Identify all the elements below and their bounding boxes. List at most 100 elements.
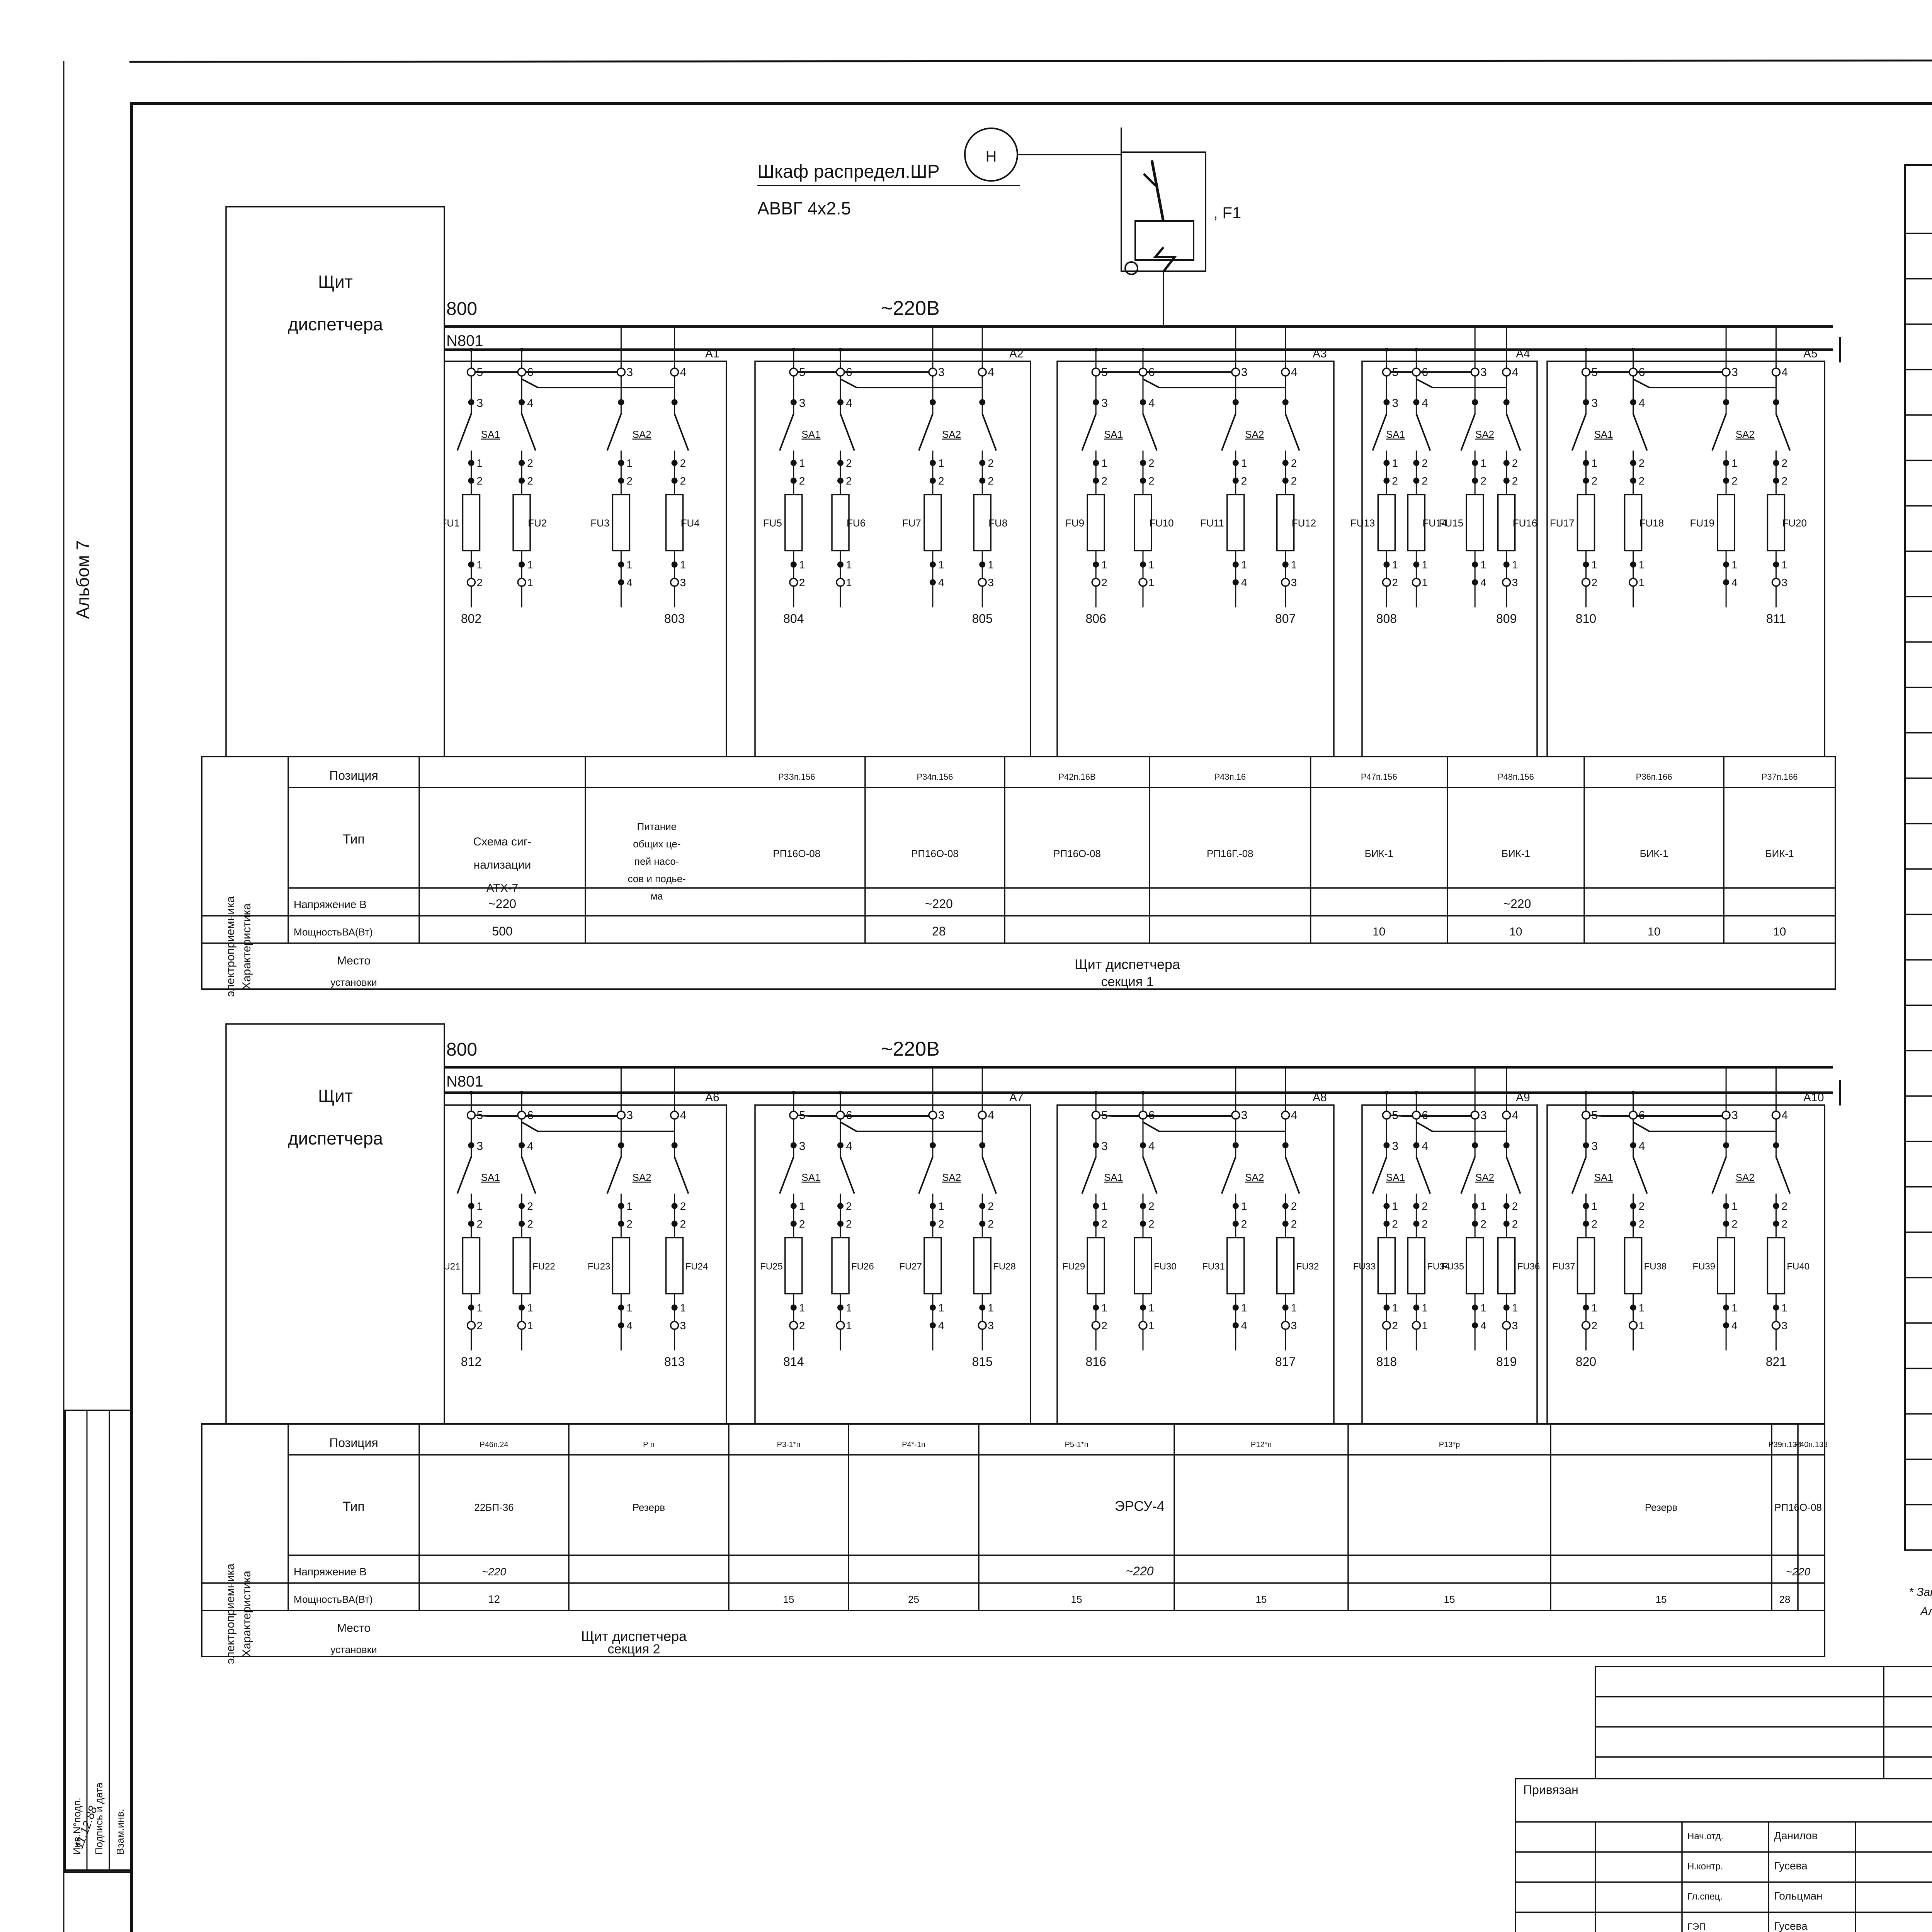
- svg-text:4: 4: [938, 1320, 944, 1332]
- svg-text:Нач.отд.: Нач.отд.: [1687, 1831, 1723, 1842]
- svg-text:3: 3: [1731, 366, 1738, 379]
- svg-text:5: 5: [799, 366, 806, 379]
- svg-text:2: 2: [1639, 457, 1645, 469]
- svg-text:6: 6: [1639, 1109, 1645, 1122]
- svg-text:4: 4: [626, 1320, 633, 1332]
- svg-text:803: 803: [664, 612, 685, 626]
- svg-text:РП16О-08: РП16О-08: [1774, 1502, 1822, 1513]
- svg-text:1: 1: [988, 1302, 994, 1314]
- svg-text:3: 3: [1101, 1140, 1108, 1153]
- svg-text:Место: Место: [337, 1622, 371, 1634]
- svg-text:2: 2: [1291, 457, 1297, 469]
- svg-text:4: 4: [846, 1140, 852, 1153]
- svg-text:3: 3: [1392, 397, 1398, 410]
- svg-text:АВВГ 4х2.5: АВВГ 4х2.5: [757, 198, 851, 218]
- svg-text:2: 2: [477, 577, 483, 588]
- svg-text:1: 1: [988, 559, 994, 571]
- svg-text:4: 4: [988, 366, 994, 379]
- svg-text:SA2: SA2: [1245, 429, 1264, 440]
- svg-text:4: 4: [1781, 1109, 1788, 1122]
- svg-text:800: 800: [446, 1039, 477, 1060]
- svg-text:3: 3: [1291, 577, 1297, 588]
- svg-text:N801: N801: [446, 332, 483, 349]
- svg-text:1: 1: [1392, 457, 1398, 469]
- svg-text:1: 1: [1512, 1302, 1518, 1314]
- svg-text:FU28: FU28: [993, 1262, 1016, 1272]
- svg-text:Щит: Щит: [318, 1086, 353, 1106]
- svg-text:1: 1: [477, 559, 483, 571]
- svg-text:Данилов: Данилов: [1774, 1830, 1818, 1842]
- svg-text:1: 1: [1592, 1302, 1598, 1314]
- svg-text:нализации: нализации: [474, 859, 531, 871]
- svg-text:821: 821: [1766, 1355, 1786, 1369]
- svg-text:2: 2: [1592, 1218, 1598, 1230]
- svg-text:2: 2: [938, 475, 944, 487]
- svg-text:2: 2: [1512, 475, 1518, 487]
- svg-text:1: 1: [1639, 1302, 1645, 1314]
- svg-text:сов и подье-: сов и подье-: [628, 873, 686, 884]
- svg-text:3: 3: [1592, 397, 1598, 410]
- svg-text:Р5-1*п: Р5-1*п: [1065, 1440, 1088, 1449]
- svg-text:SA1: SA1: [1386, 1172, 1405, 1183]
- svg-text:812: 812: [461, 1355, 481, 1369]
- svg-text:1: 1: [477, 457, 483, 469]
- svg-text:2: 2: [1148, 475, 1155, 487]
- svg-text:2: 2: [680, 475, 686, 487]
- svg-text:Позиция: Позиция: [329, 1436, 378, 1450]
- svg-text:28: 28: [1779, 1594, 1791, 1605]
- svg-text:Р40п.138: Р40п.138: [1795, 1440, 1828, 1449]
- svg-text:Р46п.24: Р46п.24: [480, 1440, 508, 1449]
- svg-text:FU31: FU31: [1202, 1262, 1225, 1272]
- svg-text:FU15: FU15: [1439, 517, 1464, 529]
- svg-text:2: 2: [1639, 1200, 1645, 1212]
- svg-text:секция 1: секция 1: [1101, 975, 1153, 989]
- svg-text:2: 2: [626, 1218, 633, 1230]
- svg-text:А4: А4: [1516, 347, 1530, 360]
- svg-text:806: 806: [1086, 612, 1106, 626]
- svg-text:2: 2: [1731, 475, 1738, 487]
- svg-text:Р13*р: Р13*р: [1439, 1440, 1460, 1449]
- svg-text:4: 4: [1512, 366, 1519, 379]
- svg-text:1: 1: [626, 457, 633, 469]
- svg-text:SA2: SA2: [1475, 1172, 1494, 1183]
- svg-text:2: 2: [1781, 1218, 1787, 1230]
- svg-text:SA2: SA2: [1475, 429, 1494, 440]
- svg-text:3: 3: [1480, 366, 1487, 379]
- svg-text:2: 2: [1101, 1320, 1107, 1332]
- svg-text:Р48п.156: Р48п.156: [1498, 772, 1534, 782]
- svg-text:2: 2: [527, 475, 533, 487]
- svg-text:4: 4: [988, 1109, 994, 1122]
- svg-text:1: 1: [1291, 1302, 1297, 1314]
- svg-text:2: 2: [799, 577, 805, 588]
- svg-text:4: 4: [1291, 1109, 1298, 1122]
- svg-text:FU36: FU36: [1517, 1262, 1540, 1272]
- svg-text:15: 15: [1071, 1594, 1082, 1605]
- svg-text:2: 2: [1422, 1200, 1428, 1212]
- svg-text:~220B: ~220B: [881, 297, 940, 320]
- svg-text:3: 3: [1592, 1140, 1598, 1153]
- svg-text:~220: ~220: [925, 897, 953, 911]
- svg-text:Схема сиг-: Схема сиг-: [473, 835, 531, 848]
- svg-text:А10: А10: [1803, 1091, 1824, 1104]
- svg-text:800: 800: [446, 299, 477, 319]
- svg-text:SA2: SA2: [633, 1172, 651, 1183]
- svg-text:808: 808: [1376, 612, 1397, 626]
- svg-text:FU20: FU20: [1782, 517, 1807, 529]
- svg-text:SA2: SA2: [942, 1172, 961, 1183]
- svg-text:1: 1: [938, 1302, 944, 1314]
- svg-text:4: 4: [527, 1140, 534, 1153]
- svg-text:FU18: FU18: [1639, 517, 1664, 529]
- svg-text:3: 3: [1512, 1320, 1518, 1332]
- svg-text:2: 2: [846, 1200, 852, 1212]
- svg-text:1: 1: [1422, 1320, 1428, 1332]
- svg-text:2: 2: [527, 1218, 533, 1230]
- svg-text:2: 2: [1592, 1320, 1598, 1332]
- svg-text:диспетчера: диспетчера: [288, 1128, 383, 1148]
- svg-text:1: 1: [799, 1200, 805, 1212]
- svg-text:FU27: FU27: [899, 1262, 922, 1272]
- svg-text:пей насо-: пей насо-: [634, 855, 679, 867]
- svg-text:~220: ~220: [482, 1566, 506, 1578]
- svg-text:FU13: FU13: [1350, 517, 1375, 529]
- svg-text:А9: А9: [1516, 1091, 1530, 1104]
- svg-text:Н: Н: [986, 148, 997, 165]
